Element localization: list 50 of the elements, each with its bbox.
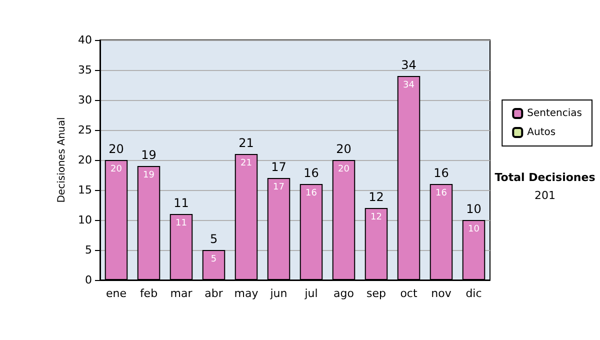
- data-label: 34: [403, 80, 415, 90]
- total-label: 17: [271, 160, 286, 174]
- y-tick-label: 40: [78, 34, 92, 46]
- x-tick-label: may: [234, 287, 259, 300]
- data-label: 12: [370, 212, 382, 222]
- text: 201: [534, 189, 556, 202]
- total-label: 10: [466, 202, 482, 216]
- data-label: 10: [468, 224, 480, 234]
- total-label: 16: [434, 166, 449, 180]
- total-label: 34: [401, 58, 416, 72]
- legend-label: Sentencias: [527, 108, 582, 119]
- x-tick-label: ene: [106, 287, 127, 300]
- data-label: 19: [143, 170, 155, 180]
- total-label: 11: [174, 196, 189, 210]
- total-label: 12: [368, 190, 384, 204]
- x-tick-label: jun: [269, 287, 288, 300]
- x-tick-label: dic: [466, 287, 482, 300]
- y-tick-label: 5: [85, 244, 92, 256]
- data-label: 17: [273, 182, 284, 192]
- y-tick-label: 10: [78, 214, 92, 226]
- total-label: 19: [141, 148, 156, 162]
- data-label: 21: [240, 158, 252, 168]
- y-tick-label: 20: [78, 154, 92, 166]
- x-tick-label: feb: [140, 287, 158, 300]
- y-tick-label: 35: [78, 64, 92, 76]
- total-label: 20: [108, 142, 124, 156]
- y-axis-title: Decisiones Anual: [56, 117, 68, 203]
- x-tick-label: sep: [366, 287, 386, 300]
- total-label: 16: [304, 166, 319, 180]
- y-tick-label: 30: [78, 94, 92, 106]
- y-tick-label: 0: [85, 274, 92, 286]
- data-label: 16: [306, 188, 318, 198]
- legend-label: Autos: [527, 127, 556, 138]
- data-label: 5: [210, 254, 217, 264]
- data-label: 11: [176, 218, 187, 228]
- x-tick-label: ago: [334, 287, 354, 300]
- total-label: 21: [238, 136, 254, 150]
- x-tick-label: abr: [204, 287, 224, 300]
- data-label: 20: [338, 164, 350, 174]
- x-tick-label: mar: [170, 287, 193, 300]
- data-label: 16: [436, 188, 448, 198]
- data-label: 20: [110, 164, 122, 174]
- x-tick-label: nov: [431, 287, 452, 300]
- total-label: 5: [210, 232, 218, 246]
- y-tick-label: 15: [78, 184, 92, 196]
- total-label: 20: [336, 142, 352, 156]
- x-tick-label: oct: [400, 287, 418, 300]
- text: Total Decisiones: [494, 171, 596, 184]
- x-tick-label: jul: [304, 287, 318, 300]
- y-tick-label: 25: [78, 124, 92, 136]
